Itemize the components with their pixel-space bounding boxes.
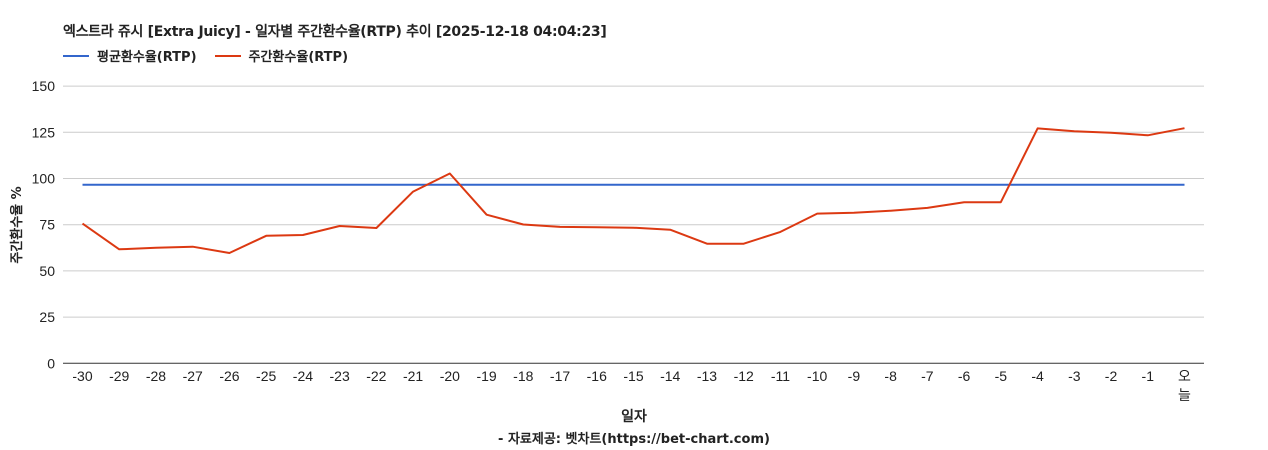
- x-tick-label: -2: [1105, 368, 1118, 384]
- x-tick-label: -24: [293, 368, 313, 384]
- x-tick-label: -28: [146, 368, 166, 384]
- x-tick-label: 오: [1178, 368, 1191, 384]
- x-tick-label: 늘: [1178, 387, 1191, 403]
- x-tick-label: -17: [550, 368, 570, 384]
- x-tick-label: -18: [513, 368, 533, 384]
- x-axis-label: 일자: [621, 409, 647, 425]
- legend-swatch-weekly: [214, 54, 241, 57]
- x-tick-label: -16: [587, 368, 607, 384]
- legend-item-average-rtp[interactable]: 평균환수율(RTP): [63, 46, 197, 65]
- x-tick-label: -8: [884, 368, 897, 384]
- x-tick-label: -26: [219, 368, 239, 384]
- x-tick-label: -21: [403, 368, 423, 384]
- x-tick-label: -19: [476, 368, 496, 384]
- legend-label-weekly: 주간환수율(RTP): [248, 50, 349, 65]
- x-tick-label: -4: [1031, 368, 1044, 384]
- x-tick-label: -1: [1142, 368, 1155, 384]
- y-tick-label: 0: [47, 355, 55, 371]
- x-tick-label: -10: [807, 368, 827, 384]
- x-tick-label: -13: [697, 368, 717, 384]
- x-tick-label: -11: [771, 368, 790, 384]
- x-tick-label: -22: [366, 368, 386, 384]
- y-tick-label: 75: [39, 217, 55, 233]
- chart-title: 엑스트라 쥬시 [Extra Juicy] - 일자별 주간환수율(RTP) 추…: [63, 24, 607, 40]
- x-tick-label: -23: [330, 368, 350, 384]
- x-tick-label: -25: [256, 368, 276, 384]
- x-tick-label: -5: [995, 368, 1008, 384]
- legend-swatch-average: [63, 54, 89, 57]
- y-axis-label: 주간환수율 %: [9, 186, 25, 263]
- y-tick-label: 150: [32, 78, 56, 94]
- weekly-rtp-line[interactable]: [81, 127, 1185, 254]
- x-tick-label: -9: [848, 368, 861, 384]
- legend-label-average: 평균환수율(RTP): [97, 50, 197, 65]
- x-tick-label: -15: [623, 368, 643, 384]
- x-tick-label: -3: [1068, 368, 1081, 384]
- x-tick-label: -30: [72, 368, 92, 384]
- y-tick-label: 25: [39, 309, 55, 325]
- x-tick-label: -12: [734, 368, 754, 384]
- x-tick-label: -27: [183, 368, 203, 384]
- x-tick-label: -14: [660, 368, 680, 384]
- y-tick-label: 125: [32, 124, 56, 140]
- x-tick-label: -29: [109, 368, 129, 384]
- y-tick-label: 100: [32, 171, 56, 187]
- data-credit: - 자료제공: 벳차트(https://bet-chart.com): [498, 432, 770, 447]
- x-tick-label: -6: [958, 368, 971, 384]
- x-tick-label: -20: [440, 368, 460, 384]
- legend-item-weekly-rtp[interactable]: 주간환수율(RTP): [214, 46, 349, 65]
- y-tick-label: 50: [39, 263, 55, 279]
- chart-legend: 평균환수율(RTP) 주간환수율(RTP): [63, 46, 348, 65]
- x-tick-label: -7: [921, 368, 934, 384]
